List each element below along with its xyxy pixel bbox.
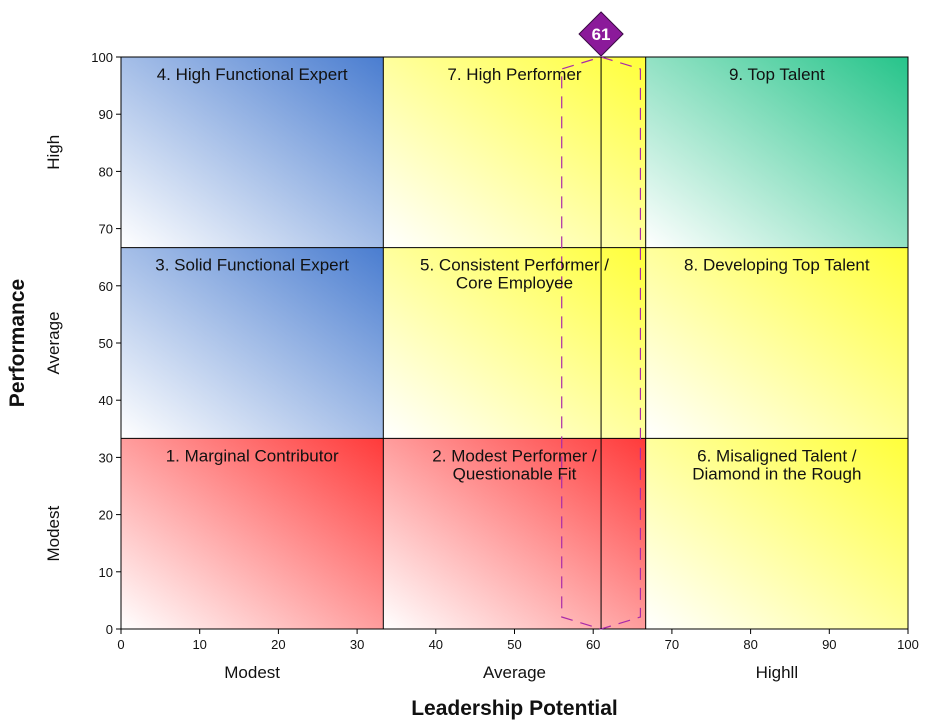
x-tick-label: 60 [586,637,600,652]
y-tick-label: 50 [99,336,113,351]
cell-2 [383,57,646,248]
x-axis-title: Leadership Potential [411,697,618,720]
y-band-label-1: Modest [44,506,63,562]
x-tick-label: 10 [192,637,206,652]
cell-label-2-line-1: 7. High Performer [447,65,581,84]
x-band-label-1: Modest [224,663,280,682]
cell-label-3-line-1: 9. Top Talent [729,65,825,84]
cell-1 [121,57,384,248]
y-tick-label: 0 [106,622,113,637]
x-tick-label: 80 [743,637,757,652]
text-layer: 4. High Functional Expert 7. High Perform… [155,65,870,483]
cell-label-7-line-1: 1. Marginal Contributor [166,446,339,465]
cell-7 [121,438,384,629]
cell-label-6-line-1: 8. Developing Top Talent [684,256,870,275]
x-tick-label: 90 [822,637,836,652]
y-tick-label: 90 [99,107,113,122]
cell-8 [383,438,646,629]
x-tick-label: 0 [117,637,124,652]
marker-value-label: 61 [592,25,611,44]
cell-label-9-line-1: 6. Misaligned Talent / [697,446,857,465]
x-tick-label: 40 [429,637,443,652]
marker-layer: 61 [578,11,624,57]
y-tick-label: 100 [91,50,113,65]
cell-label-5-line-1: 5. Consistent Performer / [420,256,609,275]
axis-layer: 0 10 20 30 40 50 60 70 80 90 100 0 10 20 30 40 50 60 70 80 9… [6,50,919,720]
cell-6 [645,247,908,439]
y-tick-label: 20 [99,508,113,523]
y-tick-label: 80 [99,164,113,179]
x-tick-label: 100 [897,637,919,652]
x-tick-label: 20 [271,637,285,652]
x-band-label-2: Average [483,663,546,682]
x-band-label-3: Highll [756,663,799,682]
y-tick-label: 60 [99,279,113,294]
range-layer [561,56,642,630]
y-tick-label: 10 [99,565,113,580]
x-tick-label: 70 [665,637,679,652]
cells-layer [121,57,908,629]
cell-label-1-line-1: 4. High Functional Expert [157,65,348,84]
cell-label-8-line-2: Questionable Fit [453,464,577,483]
y-tick-label: 30 [99,450,113,465]
cell-5 [383,247,646,439]
cell-9 [645,438,908,629]
cell-3 [645,57,908,248]
cell-4 [121,247,384,439]
marker-diamond [578,11,624,57]
cell-label-5-line-2: Core Employee [456,274,573,293]
y-axis-title: Performance [6,279,29,407]
cell-label-4-line-1: 3. Solid Functional Expert [155,256,349,275]
x-tick-label: 30 [350,637,364,652]
y-band-label-3: High [44,135,63,170]
y-tick-label: 70 [99,222,113,237]
cell-label-8-line-1: 2. Modest Performer / [432,446,597,465]
y-band-label-2: Average [44,311,63,374]
cell-label-9-line-2: Diamond in the Rough [692,464,861,483]
y-tick-label: 40 [99,393,113,408]
x-tick-label: 50 [507,637,521,652]
